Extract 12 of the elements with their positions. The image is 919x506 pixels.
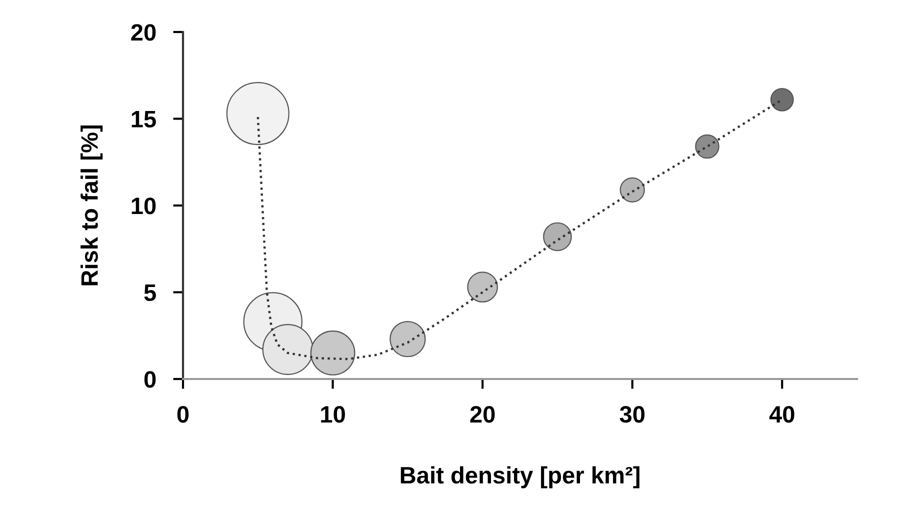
x-tick-label: 30 xyxy=(620,406,644,423)
x-tick-label: 20 xyxy=(470,406,495,423)
y-tick-label: 0 xyxy=(144,371,156,388)
y-tick-label: 15 xyxy=(132,111,156,128)
y-tick-label: 10 xyxy=(132,198,156,214)
y-axis-title: Risk to fail [%] xyxy=(80,125,103,286)
y-tick-label: 5 xyxy=(144,284,156,302)
x-tick-label: 0 xyxy=(177,406,189,423)
x-axis-title: Bait density [per km²] xyxy=(400,466,640,488)
y-tick-label: 20 xyxy=(131,24,156,41)
x-tick-label: 40 xyxy=(769,406,794,423)
x-tick-label: 10 xyxy=(321,406,345,423)
